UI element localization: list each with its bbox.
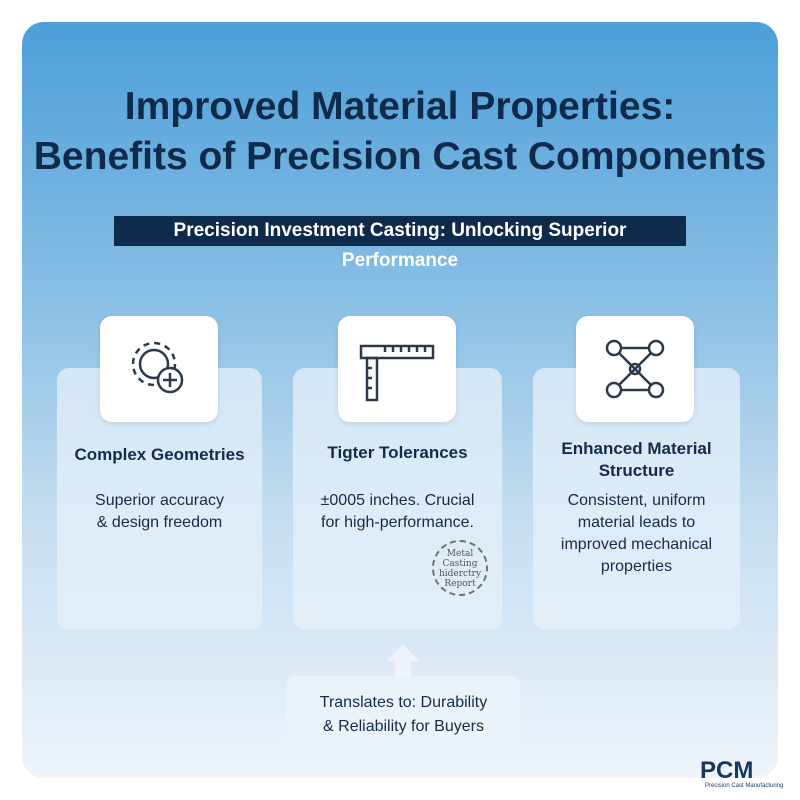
gear-plus-icon — [100, 316, 218, 422]
ruler-square-icon — [338, 316, 456, 422]
card-heading: Enhanced Material Structure — [561, 439, 712, 480]
summary-box: Translates to: Durability & Reliability f… — [287, 676, 520, 756]
card-body: ±0005 inches. Crucial for high-performanc… — [320, 492, 475, 531]
network-icon — [576, 316, 694, 422]
report-seal: Metal Casting hiderctry Report — [432, 540, 488, 596]
page-title: Improved Material Properties: Benefits of… — [33, 85, 767, 178]
card-heading: Tigter Tolerances — [327, 443, 468, 462]
card-heading: Complex Geometries — [74, 445, 245, 464]
arrow-up-icon — [386, 645, 420, 677]
card-body: Consistent, uniform material leads to impr… — [560, 492, 713, 575]
logo-tagline: Precision Cast Manufacturing — [705, 783, 784, 789]
logo: PCM — [700, 757, 754, 784]
card-body: Superior accuracy & design freedom — [95, 492, 224, 531]
subtitle-banner: Precision Investment Casting: Unlocking … — [114, 216, 686, 271]
